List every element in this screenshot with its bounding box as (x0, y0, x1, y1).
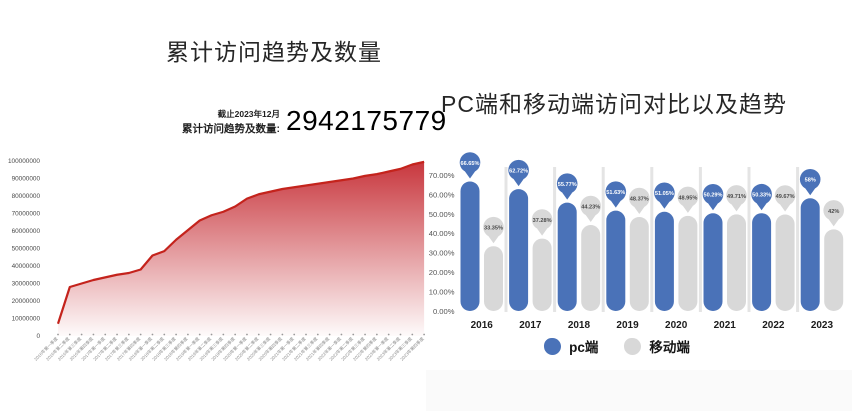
svg-text:48.95%: 48.95% (678, 195, 697, 201)
svg-text:55.77%: 55.77% (558, 182, 577, 188)
svg-text:2021: 2021 (714, 320, 737, 331)
cumulative-visits-panel: 累计访问趋势及数量 截止2023年12月 累计访问趋势及数量: 29421757… (8, 39, 446, 362)
mobile-legend-label: 移动端 (649, 340, 690, 355)
bottom-strip (426, 370, 852, 411)
svg-text:60.00%: 60.00% (429, 190, 455, 199)
svg-text:44.23%: 44.23% (581, 204, 600, 210)
stat-value: 2942175779 (286, 105, 447, 136)
svg-text:2023: 2023 (811, 320, 834, 331)
svg-text:48.37%: 48.37% (630, 196, 649, 202)
svg-text:62.72%: 62.72% (509, 169, 528, 175)
svg-text:10000000: 10000000 (12, 316, 41, 323)
svg-text:30000000: 30000000 (12, 281, 41, 288)
svg-text:66.65%: 66.65% (461, 161, 480, 167)
svg-text:60000000: 60000000 (12, 228, 41, 235)
svg-text:50.29%: 50.29% (704, 193, 723, 199)
svg-text:10.00%: 10.00% (429, 287, 455, 296)
svg-text:33.35%: 33.35% (484, 226, 503, 232)
pc-legend-label: pc端 (569, 340, 599, 355)
svg-text:50.00%: 50.00% (429, 210, 455, 219)
svg-text:0.00%: 0.00% (433, 307, 455, 316)
svg-text:20.00%: 20.00% (429, 268, 455, 277)
pc-legend-marker-icon (544, 337, 562, 355)
svg-text:2017: 2017 (519, 320, 542, 331)
pc-vs-mobile-panel: PC端和移动端访问对比以及趋势 70.00% 60.00% 50.00% 40.00%… (426, 0, 852, 411)
svg-text:51.05%: 51.05% (655, 191, 674, 197)
svg-text:50000000: 50000000 (12, 246, 41, 253)
svg-text:42%: 42% (828, 209, 839, 215)
bar-x-axis: 2016 2017 2018 2019 2020 2021 2022 2023 (471, 320, 834, 331)
svg-text:2022: 2022 (762, 320, 785, 331)
svg-text:70000000: 70000000 (12, 211, 41, 218)
svg-text:0: 0 (36, 333, 40, 340)
stat-asof-date: 截止2023年12月 (217, 109, 280, 119)
legend: pc端 移动端 (404, 336, 830, 356)
area-chart: 1000000009000000080000000700000006000000… (8, 158, 426, 362)
bar-series-1: 33.35% 37.28% 44.23% 48.37% 48.95% 49.71% 49.6… (483, 185, 844, 311)
svg-text:40000000: 40000000 (12, 263, 41, 270)
svg-text:49.67%: 49.67% (776, 194, 795, 200)
svg-text:2018: 2018 (568, 320, 591, 331)
mobile-legend-marker-icon (624, 337, 642, 355)
svg-text:2016: 2016 (471, 320, 494, 331)
svg-text:37.28%: 37.28% (533, 218, 552, 224)
cumulative-total-stat: 截止2023年12月 累计访问趋势及数量: 2942175779 (120, 105, 447, 137)
svg-text:30.00%: 30.00% (429, 249, 455, 258)
svg-text:51.63%: 51.63% (606, 190, 625, 196)
svg-text:70.00%: 70.00% (429, 171, 455, 180)
stat-captions: 截止2023年12月 累计访问趋势及数量: (120, 108, 280, 136)
svg-text:80000000: 80000000 (12, 193, 41, 200)
bar-chart: 70.00% 60.00% 50.00% 40.00% 30.00% 20.00% 10.0… (429, 152, 844, 331)
bar-y-axis: 70.00% 60.00% 50.00% 40.00% 30.00% 20.00% 10.0… (429, 171, 455, 316)
svg-text:2020: 2020 (665, 320, 688, 331)
svg-text:100000000: 100000000 (8, 158, 40, 165)
svg-text:90000000: 90000000 (12, 176, 41, 183)
left-chart-title: 累计访问趋势及数量 (166, 39, 382, 65)
svg-text:2019: 2019 (616, 320, 639, 331)
area-x-axis: 2016年第一季度2016年第二季度2016年第三季度2016年第四季度2017… (33, 333, 426, 362)
svg-text:49.71%: 49.71% (727, 194, 746, 200)
svg-text:58%: 58% (805, 178, 816, 184)
stat-label: 累计访问趋势及数量: (182, 123, 280, 135)
area-y-axis: 1000000009000000080000000700000006000000… (8, 158, 40, 340)
svg-text:40.00%: 40.00% (429, 229, 455, 238)
legend-item-pc: pc端 (544, 336, 598, 356)
right-chart-title: PC端和移动端访问对比以及趋势 (441, 91, 787, 117)
group-separators (504, 167, 800, 312)
legend-item-mobile: 移动端 (624, 336, 690, 356)
area-series (56, 160, 425, 336)
svg-text:50.33%: 50.33% (752, 193, 771, 199)
bar-series-0: 66.65% 62.72% 55.77% 51.63% 51.05% 50.29% 50.3… (459, 152, 821, 311)
svg-text:20000000: 20000000 (12, 298, 41, 305)
